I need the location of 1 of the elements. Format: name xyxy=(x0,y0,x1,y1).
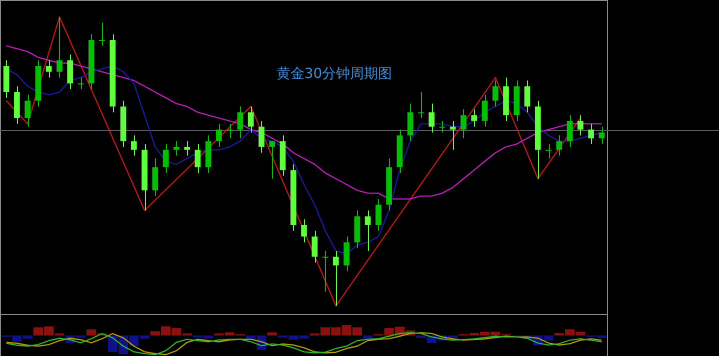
annotation: 黄金30分钟周期图 xyxy=(276,66,392,82)
